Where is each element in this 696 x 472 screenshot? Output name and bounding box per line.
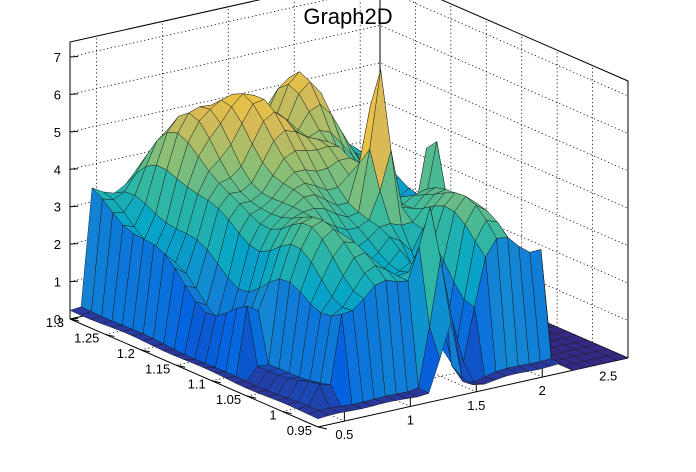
x-tick-label: 1 (407, 412, 414, 427)
z-tick-label: 1 (54, 275, 61, 290)
z-tick-mark (69, 55, 79, 58)
z-tick-mark (69, 93, 79, 95)
z-tick-label: 5 (54, 125, 61, 140)
x-tick-label: 1.5 (467, 398, 485, 413)
y-tick-label: 1.2 (117, 346, 135, 361)
z-tick-label: 6 (54, 87, 61, 102)
z-tick-mark (69, 168, 79, 170)
surface (69, 69, 629, 420)
z-tick-label: 4 (54, 162, 61, 177)
y-tick-label: 1.25 (74, 330, 99, 345)
z-tick-mark (69, 280, 79, 283)
z-gridline (69, 137, 629, 247)
y-tick-label: 1.3 (46, 315, 64, 330)
z-gridline (69, 0, 629, 97)
z-tick-mark (69, 243, 79, 245)
surface-cell (307, 410, 330, 420)
z-tick-label: 3 (54, 200, 61, 215)
y-tick-mark (105, 333, 115, 337)
y-tick-mark (317, 426, 328, 430)
x-tick-label: 2 (539, 383, 546, 398)
y-axis-line (69, 318, 319, 428)
y-tick-mark (176, 364, 186, 368)
z-tick-label: 2 (54, 237, 61, 252)
y-tick-mark (247, 395, 257, 399)
y-tick-label: 1.15 (145, 361, 170, 376)
tick-labels: 0.5 1 1.5 2 2.5 0.95 1 1.05 1.1 1.15 1.2 1.25 1.30 1 2… (46, 50, 617, 442)
z-tick-label: 0 (54, 312, 61, 327)
z-tick-mark (69, 205, 79, 208)
z-tick-mark (69, 130, 79, 133)
z-gridline (69, 99, 629, 209)
z-gridline (69, 24, 629, 134)
y-tick-label: 1.05 (216, 392, 241, 407)
x-tick-label: 2.5 (599, 368, 617, 383)
z-gridline (69, 174, 629, 284)
z-tick-label: 7 (54, 50, 61, 65)
z-gridline (69, 212, 629, 321)
x-tick-label: 0.5 (335, 427, 353, 442)
y-tick-mark (282, 411, 292, 415)
y-tick-label: 0.95 (287, 423, 312, 438)
z-tick-mark (69, 318, 79, 320)
z-gridline (69, 62, 629, 172)
y-tick-mark (211, 380, 221, 384)
y-tick-label: 1 (269, 408, 276, 423)
y-tick-label: 1.1 (188, 377, 206, 392)
y-tick-mark (140, 349, 150, 353)
chart-title: Graph2D (303, 4, 393, 29)
